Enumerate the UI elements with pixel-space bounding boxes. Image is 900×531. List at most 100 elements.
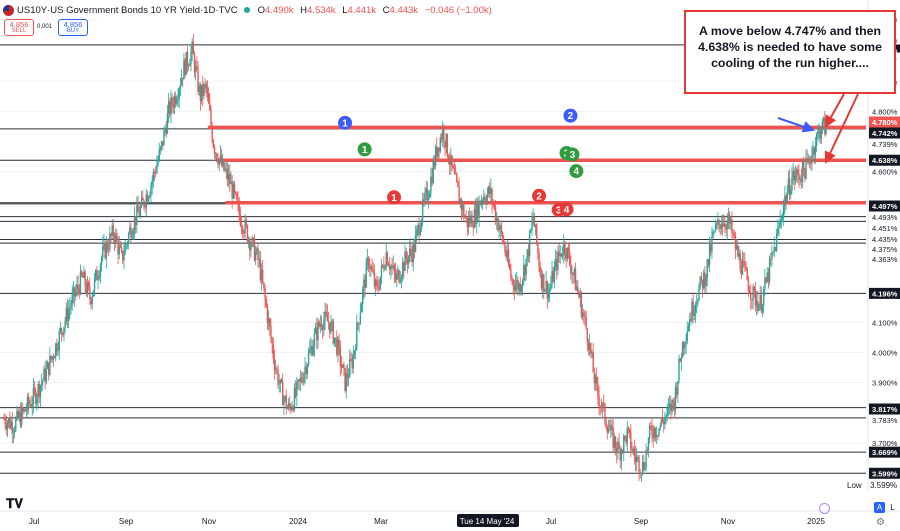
candle-body [755,301,758,306]
candle-body [449,162,451,165]
candle-body [639,472,641,474]
candle-body [786,191,788,202]
candle-body [58,331,60,350]
candle-body [560,253,563,257]
candle-body [439,137,441,152]
candle-body [186,51,189,66]
price-label: 4.497% [872,202,898,211]
candle-body [367,258,370,267]
candle-body [814,145,817,155]
candle-body [794,175,797,181]
candle-body [216,153,218,160]
sell-button[interactable]: 4.856 SELL [4,19,34,36]
candle-body [304,366,306,374]
us-flag-icon [3,4,14,16]
candle-body [271,338,273,345]
candle-body [32,387,35,405]
candle-body [459,199,461,203]
candle-body [673,402,676,411]
candle-body [490,189,492,195]
candle-body [504,243,506,253]
candle-body [498,228,500,231]
alert-icon[interactable] [819,503,830,514]
candle-body [675,387,678,395]
candle-body [598,395,600,407]
interval[interactable]: 1D [203,4,216,16]
candle-body [724,223,726,228]
candle-body [739,253,741,270]
candle-body [413,244,416,252]
candle-body [787,178,790,192]
candle-body [818,128,820,132]
candle-body [677,381,679,395]
symbol[interactable]: US10Y [17,4,48,16]
candle-body [485,200,487,203]
candle-body [565,252,567,259]
price-label: 4.780% [872,118,898,127]
candle-body [257,248,259,260]
candle-body [735,245,738,250]
candle-body [333,337,336,344]
candle-body [694,304,697,313]
candle-body [741,260,744,275]
candle-body [150,185,152,195]
candle-body [162,141,164,146]
candle-body [277,369,279,385]
candle-body [199,85,202,102]
candle-body [100,257,103,265]
candle-body [124,244,126,255]
candle-body [366,258,369,263]
candle-body [425,188,427,193]
open-value: 4.490k [264,4,294,16]
candle-body [37,383,39,398]
candle-body [507,249,510,264]
candle-body [499,225,501,229]
candle-body [417,224,419,230]
candle-body [782,204,785,218]
candle-body [561,255,564,257]
candle-body [699,276,701,288]
candle-body [821,120,824,131]
candle-body [133,216,136,231]
candle-body [732,232,734,235]
candle-body [537,243,539,254]
blue-arrow [777,117,815,133]
candle-body [44,368,46,382]
candle-body [559,253,561,256]
candle-body [733,234,735,236]
candle-body [765,277,767,283]
candle-body [510,269,512,278]
candle-body [578,292,580,298]
candle-body [87,282,90,288]
candle-body [110,233,112,236]
candle-body [130,227,132,238]
candle-body [570,263,572,274]
candle-body [503,241,505,244]
price-label: 3.669% [872,448,898,457]
candle-body [105,242,108,259]
candle-body [571,273,573,274]
candle-body [364,279,366,288]
candle-body [429,192,431,198]
buy-button[interactable]: 4.856 BUY [58,19,88,36]
candle-body [539,266,541,276]
candle-body [346,373,349,379]
candle-body [623,435,625,452]
candle-body [384,267,386,270]
candle-body [695,303,698,305]
candle-body [172,105,175,108]
candle-body [123,254,125,261]
candle-body [166,113,169,134]
candle-body [13,430,16,433]
candle-body [721,224,724,227]
candle-body [681,342,684,358]
gear-icon[interactable]: ⚙ [876,517,885,528]
candle-body [792,171,794,178]
candle-body [387,264,390,267]
candle-body [92,290,95,297]
high-label: H [300,4,308,16]
log-scale-button[interactable]: L [890,503,895,512]
auto-scale-button[interactable]: A [874,502,885,513]
candle-body [76,284,78,292]
candle-body [550,284,552,290]
